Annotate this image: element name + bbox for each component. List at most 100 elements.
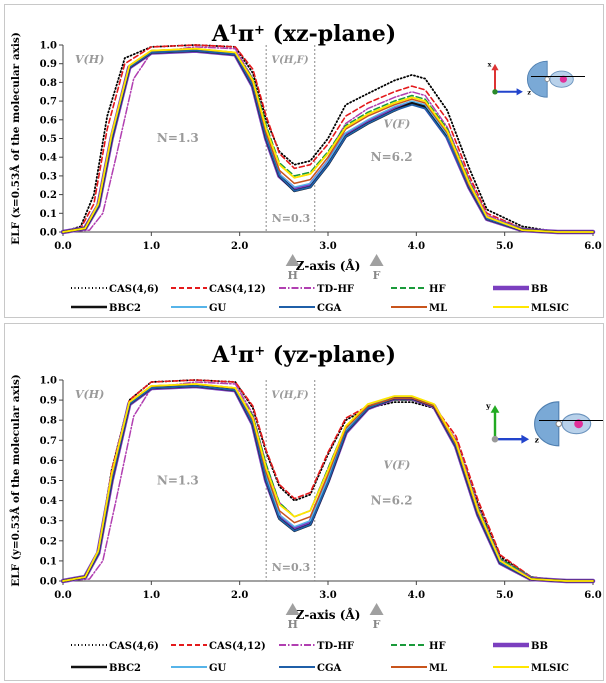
axis-origin-dot [492,89,498,95]
legend-label: TD-HF [317,641,354,652]
y-tick-label: 0.1 [40,209,57,220]
legend-label: MLSIC [531,303,569,314]
series-line-mlsic [62,383,594,582]
chart-title-part: A [211,342,230,368]
legend-label: TD-HF [317,284,354,295]
y-tick-label: 0.2 [40,536,57,547]
x-tick-label: 3.0 [319,241,336,252]
y-tick-label: 0.7 [40,436,57,447]
hydrogen-basin-shape [527,60,548,98]
chart-title: A1π+ (yz-plane) [211,342,396,368]
x-tick-label: 6.0 [584,590,601,601]
y-tick-label: 1.0 [40,376,57,387]
x-tick-label: 3.0 [319,590,336,601]
x-tick-label: 0.0 [54,590,71,601]
y-tick-label: 0.4 [40,496,57,507]
population-label-vh: N=1.3 [157,474,199,488]
series-line-cga [62,385,594,582]
atom-marker-f-triangle [369,603,384,615]
x-tick-label: 0.0 [54,241,71,252]
y-tick-label: 1.0 [40,41,57,52]
series-line-bbc2 [61,49,595,234]
legend-label: GU [209,303,227,314]
hydrogen-atom-dot [555,420,563,428]
y-tick-label: 0.0 [40,228,57,239]
region-label-vh: V(H) [75,388,104,401]
legend-label: BB [531,284,548,295]
y-tick-label: 0.6 [40,115,57,126]
series-line-gu [62,49,594,233]
x-tick-label: 2.0 [231,241,248,252]
legend-label: GU [209,663,227,674]
y-tick-label: 0.7 [40,97,57,108]
legend-label: CGA [317,303,341,314]
axis-arrowhead-right [521,434,530,444]
legend-label: CAS(4,6) [109,641,159,652]
series-line-td-hf [62,46,594,233]
y-tick-label: 0.0 [40,577,57,588]
elf-chart-yz: A1π+ (yz-plane) 0.0 1.0 2.0 3.0 4.0 5.0 6.0 0.0 0… [8,342,603,674]
axis-arrowhead-right [516,88,523,96]
atom-marker-h-triangle [285,254,300,266]
axis-arrowhead-up [491,63,499,71]
legend-label: ML [429,303,447,314]
inset-axis-up-label: x [488,62,492,69]
chart-title-part: A [211,21,230,47]
chart-title-part: π [238,21,254,47]
x-tick-label: 4.0 [408,241,425,252]
legend-label: MLSIC [531,663,569,674]
region-label-vh: V(H) [75,53,104,66]
series-line-cga [62,49,594,233]
y-axis-label: ELF (y=0.53Å of the molecular axis) [8,374,22,586]
chart-title-part: (xz-plane) [265,21,396,47]
fluorine-atom-dot [559,75,567,83]
y-axis-label: ELF (x=0.53Å of the molecular axis) [8,32,22,245]
atom-marker-h-label: H [287,618,297,631]
chart-title-part: 1 [229,344,238,359]
atom-marker-h-triangle [285,603,300,615]
region-label-vhf: V(H,F) [271,390,309,401]
fluorine-atom-dot [574,419,583,429]
x-tick-label: 5.0 [496,241,513,252]
region-label-vf: V(F) [384,458,411,471]
y-tick-label: 0.9 [40,396,57,407]
population-label-vf: N=6.2 [371,494,413,508]
chart-title-part: + [254,344,265,359]
chart-title-part: π [238,342,254,368]
molecule-orientation-inset: xz [488,60,586,98]
x-tick-label: 1.0 [143,241,160,252]
x-tick-label: 6.0 [584,241,601,252]
y-tick-label: 0.3 [40,516,57,527]
series-line-hf [62,47,594,233]
molecule-orientation-inset: yz [485,401,603,447]
atom-marker-f-label: F [373,269,381,282]
y-tick-label: 0.6 [40,456,57,467]
population-label-vf: N=6.2 [371,150,413,164]
legend-label: BB [531,641,548,652]
x-tick-label: 5.0 [496,590,513,601]
chart-panel-xz: A1π+ (xz-plane) 0.0 1.0 2.0 3.0 4.0 5.0 6.0 0.0 0… [4,4,604,318]
inset-axis-up-label: y [485,401,491,410]
legend-label: ML [429,663,447,674]
atom-marker-h-label: H [287,269,297,282]
y-tick-label: 0.1 [40,556,57,567]
elf-chart-xz: A1π+ (xz-plane) 0.0 1.0 2.0 3.0 4.0 5.0 6.0 0.0 0… [8,21,602,314]
region-label-vhf: V(H,F) [271,55,309,66]
series-line-ml [62,47,594,233]
chart-title-part: + [254,23,265,38]
series-line-cas-4-6- [62,44,594,233]
population-label-vh: N=1.3 [157,131,199,145]
inset-axis-right-label: z [535,436,540,445]
legend-label: HF [429,284,446,295]
x-axis-label: Z-axis (Å) [296,607,361,622]
axis-origin-dot [491,435,499,443]
hydrogen-atom-dot [544,76,550,82]
y-tick-label: 0.8 [40,416,57,427]
y-tick-label: 0.5 [40,134,57,145]
legend-label: HF [429,641,446,652]
y-tick-label: 0.4 [40,153,57,164]
chart-title: A1π+ (xz-plane) [211,21,396,47]
y-tick-label: 0.5 [40,476,57,487]
chart-title-part: 1 [229,23,238,38]
region-label-vf: V(F) [384,117,411,130]
